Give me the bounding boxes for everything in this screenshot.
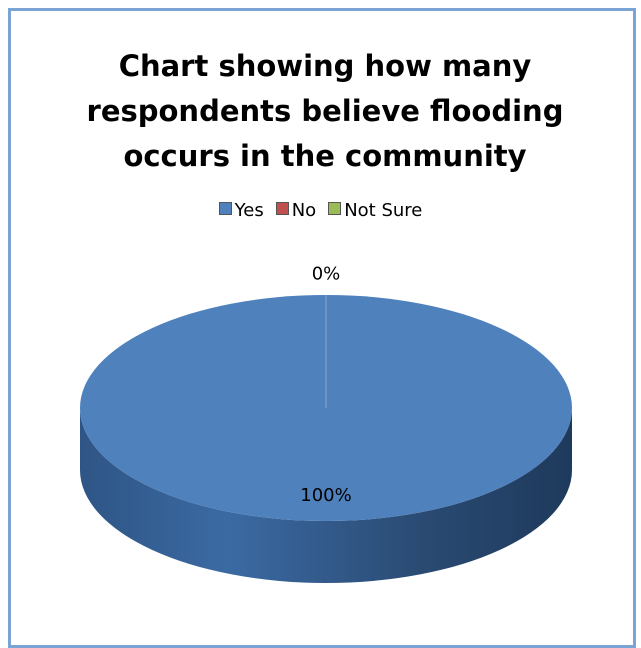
legend-item: Yes (218, 200, 264, 221)
legend-label: No (291, 200, 317, 221)
legend-item: Not Sure (328, 200, 422, 221)
legend-swatch (218, 202, 232, 215)
legend-label: Yes (234, 200, 264, 221)
legend-swatch (328, 202, 342, 215)
legend-label: Not Sure (344, 200, 423, 221)
legend-item: No (275, 200, 317, 221)
chart-title: Chart showing how many respondents belie… (86, 49, 564, 173)
data-label: 0% (312, 264, 341, 285)
legend-swatch (275, 202, 289, 215)
legend: Yes No Not Sure (0, 200, 641, 221)
data-label: 100% (300, 485, 351, 506)
pie-side (80, 408, 572, 583)
